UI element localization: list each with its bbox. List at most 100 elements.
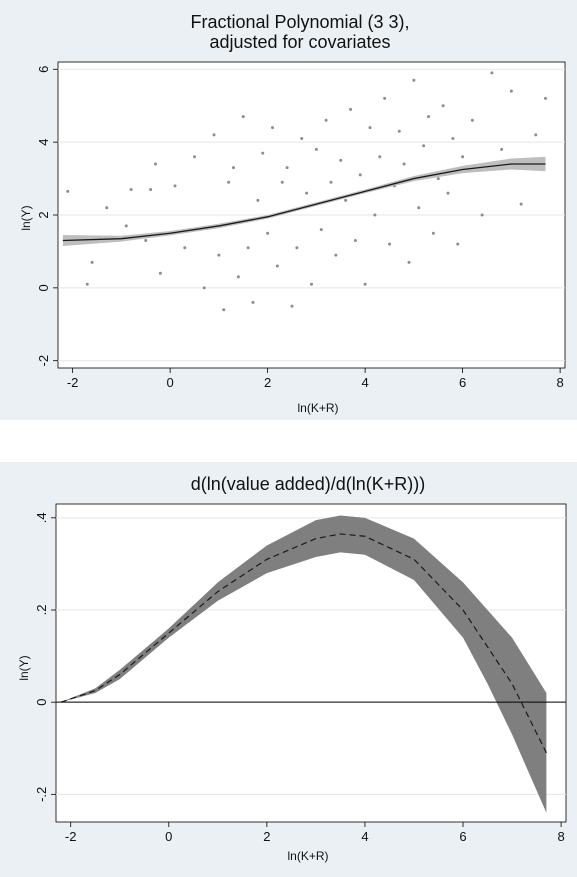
x-tick-label: 4 — [361, 829, 368, 844]
confidence-band — [62, 156, 546, 246]
scatter-point — [509, 89, 513, 93]
scatter-point — [295, 246, 299, 250]
scatter-point — [90, 260, 94, 264]
scatter-point — [500, 147, 504, 151]
x-tick-label: 8 — [557, 829, 564, 844]
scatter-point — [310, 282, 313, 286]
scatter-point — [378, 155, 382, 159]
scatter-point — [149, 188, 153, 191]
fit-line — [62, 163, 546, 242]
derivative-chart: d(ln(value added)/d(ln(K+R))) ln(K+R) ln… — [17, 474, 567, 863]
scatter-point — [275, 264, 279, 268]
scatter-point — [417, 206, 421, 210]
scatter-point — [227, 180, 231, 184]
fractional-polynomial-chart: Fractional Polynomial (3 3), adjusted fo… — [19, 12, 566, 415]
y-tick-label: 0 — [34, 699, 49, 706]
scatter-point — [144, 239, 148, 242]
x-tick-label: 4 — [362, 375, 369, 390]
y-axis-label: ln(Y) — [17, 655, 31, 680]
scatter-point — [212, 133, 216, 137]
scatter-point — [236, 275, 240, 279]
y-tick-label: 2 — [36, 211, 51, 218]
scatter-point — [368, 126, 372, 130]
x-axis-label: ln(K+R) — [297, 401, 338, 415]
scatter-point — [441, 104, 445, 108]
x-tick-label: 2 — [264, 375, 271, 390]
y-tick-label: 0 — [36, 284, 51, 291]
scatter-point — [105, 206, 109, 210]
y-tick-label: .2 — [34, 605, 49, 616]
scatter-point — [300, 137, 304, 140]
scatter-point — [349, 107, 352, 111]
scatter-point — [285, 166, 289, 170]
scatter-point — [256, 198, 260, 202]
scatter-point — [461, 155, 465, 159]
scatter-point — [261, 151, 265, 155]
scatter-point — [290, 304, 294, 308]
scatter-point — [85, 282, 89, 286]
x-tick-label: 8 — [557, 375, 564, 390]
scatter-point — [470, 118, 474, 122]
confidence-band — [60, 515, 547, 813]
scatter-point — [427, 115, 430, 119]
y-tick-label: 4 — [36, 139, 51, 146]
scatter-point — [436, 177, 440, 181]
scatter-point — [383, 96, 387, 100]
scatter-point — [305, 191, 309, 195]
y-tick-label: 6 — [36, 66, 51, 73]
scatter-point — [490, 71, 494, 75]
chart-panel-bottom: d(ln(value added)/d(ln(K+R))) ln(K+R) ln… — [0, 462, 577, 877]
chart-title: Fractional Polynomial (3 3), — [190, 12, 409, 32]
x-tick-label: 6 — [459, 375, 466, 390]
scatter-point — [334, 253, 338, 257]
scatter-point — [241, 115, 245, 119]
x-tick-label: 0 — [167, 375, 174, 390]
chart-subtitle: adjusted for covariates — [209, 32, 390, 52]
scatter-point — [124, 224, 128, 228]
scatter-point — [217, 253, 221, 257]
x-tick-label: 0 — [165, 829, 172, 844]
scatter-point — [324, 118, 328, 122]
x-tick-label: 6 — [459, 829, 466, 844]
scatter-point — [353, 239, 357, 242]
scatter-point — [266, 231, 270, 235]
scatter-point — [373, 213, 377, 217]
scatter-point — [412, 78, 416, 82]
scatter-point — [319, 228, 323, 232]
scatter-point — [232, 166, 235, 170]
scatter-point — [534, 133, 538, 137]
scatter-point — [480, 213, 484, 217]
scatter-point — [280, 180, 284, 184]
scatter-point — [358, 173, 362, 177]
scatter-point — [339, 158, 343, 162]
scatter-point — [388, 242, 391, 246]
scatter-point — [402, 162, 406, 166]
y-axis-label: ln(Y) — [19, 205, 33, 230]
scatter-point — [456, 242, 460, 246]
scatter-point — [314, 147, 318, 151]
scatter-point — [363, 282, 367, 286]
scatter-point — [446, 191, 450, 195]
x-tick-label: 2 — [263, 829, 270, 844]
scatter-point — [129, 188, 133, 191]
scatter-point — [193, 155, 196, 159]
scatter-point — [66, 189, 70, 193]
scatter-point — [202, 286, 206, 290]
scatter-point — [407, 260, 411, 264]
y-tick-label: -2 — [36, 355, 51, 367]
scatter-point — [251, 300, 255, 304]
chart-title: d(ln(value added)/d(ln(K+R))) — [191, 474, 426, 494]
scatter-point — [422, 144, 426, 148]
scatter-point — [158, 271, 162, 275]
scatter-point — [222, 308, 226, 312]
scatter-point — [451, 137, 455, 140]
x-tick-label: -2 — [67, 375, 79, 390]
chart-panel-top: Fractional Polynomial (3 3), adjusted fo… — [0, 0, 577, 420]
scatter-point — [431, 231, 435, 235]
scatter-point — [154, 162, 157, 166]
scatter-point — [397, 129, 401, 133]
scatter-point — [173, 184, 177, 188]
y-tick-label: -.2 — [34, 787, 49, 802]
scatter-point — [183, 246, 187, 250]
scatter-point — [344, 198, 348, 202]
